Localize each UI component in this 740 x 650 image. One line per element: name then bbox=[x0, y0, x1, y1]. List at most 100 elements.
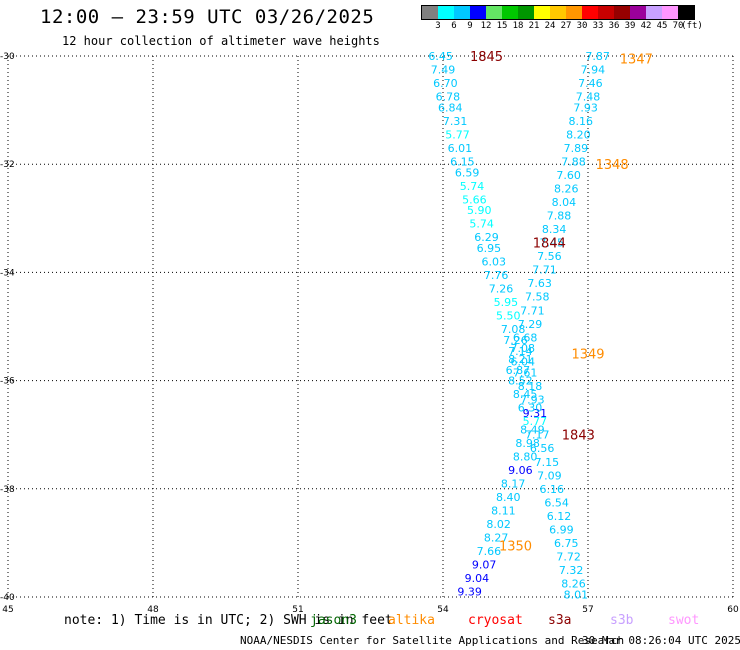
wave-height-value: 8.52 bbox=[508, 375, 533, 388]
lat-tick-label: -34 bbox=[0, 268, 15, 278]
pass-time-label: 1347 bbox=[620, 53, 653, 68]
wave-height-value: 7.63 bbox=[527, 277, 552, 290]
wave-height-value: 8.26 bbox=[554, 183, 579, 196]
lon-tick-label: 54 bbox=[437, 605, 449, 615]
wave-height-value: 7.15 bbox=[535, 456, 560, 469]
pass-time-label: 1348 bbox=[596, 158, 629, 173]
wave-height-value: 6.30 bbox=[518, 402, 543, 415]
wave-height-value: 8.40 bbox=[496, 491, 521, 504]
wave-height-value: 6.87 bbox=[506, 364, 531, 377]
lon-tick-label: 60 bbox=[727, 605, 739, 615]
wave-height-value: 7.26 bbox=[503, 334, 528, 347]
wave-height-value: 7.87 bbox=[585, 50, 610, 63]
color-swatch bbox=[582, 6, 598, 19]
color-scale-tick-label: 45 bbox=[656, 21, 668, 31]
lat-tick-label: -32 bbox=[0, 160, 15, 170]
page-title: 12:00 — 23:59 UTC 03/26/2025 bbox=[40, 6, 375, 28]
wave-height-value: 6.15 bbox=[450, 155, 475, 168]
wave-height-value: 5.50 bbox=[496, 310, 521, 323]
wave-height-value: 7.46 bbox=[578, 77, 603, 90]
wave-height-value: 7.09 bbox=[537, 469, 562, 482]
color-scale-tick-label: 9 bbox=[467, 21, 473, 31]
satellite-legend-item: altika bbox=[388, 613, 435, 628]
wave-height-value: 6.03 bbox=[482, 256, 507, 269]
wave-height-value: 8.34 bbox=[542, 223, 567, 236]
color-swatch bbox=[646, 6, 662, 19]
color-swatch bbox=[470, 6, 486, 19]
satellite-legend-item: s3a bbox=[548, 613, 572, 628]
satellite-legend-item: jason3 bbox=[310, 613, 357, 628]
wave-height-value: 7.71 bbox=[532, 264, 557, 277]
color-scale-bar bbox=[421, 5, 695, 20]
lat-tick-label: -30 bbox=[0, 52, 15, 62]
wave-height-value: 5.77 bbox=[445, 128, 470, 141]
wave-height-value: 6.01 bbox=[448, 142, 473, 155]
wave-height-value: 6.16 bbox=[540, 483, 565, 496]
wave-height-value: 5.95 bbox=[494, 296, 519, 309]
wave-height-value: 7.72 bbox=[556, 550, 581, 563]
satellite-legend-item: cryosat bbox=[468, 613, 523, 628]
wave-height-value: 7.88 bbox=[547, 210, 572, 223]
lon-tick-label: 51 bbox=[292, 605, 303, 615]
color-swatch bbox=[438, 6, 454, 19]
wave-height-value: 7.60 bbox=[556, 169, 581, 182]
wave-height-value: 7.14 bbox=[508, 345, 533, 358]
lat-tick-label: -36 bbox=[0, 377, 15, 387]
color-scale-tick-label: 30 bbox=[576, 21, 588, 31]
lon-tick-label: 57 bbox=[582, 605, 593, 615]
wave-height-value: 8.98 bbox=[515, 437, 540, 450]
wave-height-value: 7.93 bbox=[573, 101, 598, 114]
wave-height-value: 8.26 bbox=[561, 577, 586, 590]
wave-height-value: 6.59 bbox=[455, 166, 480, 179]
wave-height-value: 8.80 bbox=[513, 450, 538, 463]
color-scale-labels: 3 6 9 12 15 18 21 24 27 30 33 36 39 42 45 70 (ft) bbox=[421, 20, 703, 32]
color-scale-tick-label: 3 bbox=[435, 21, 441, 31]
wave-height-value: 7.49 bbox=[431, 64, 456, 77]
lon-tick-label: 45 bbox=[2, 605, 13, 615]
color-scale-tick-label: 21 bbox=[528, 21, 540, 31]
wave-height-value: 7.58 bbox=[525, 291, 550, 304]
color-swatch bbox=[566, 6, 582, 19]
color-swatch bbox=[518, 6, 534, 19]
wave-height-value: 7.32 bbox=[559, 564, 584, 577]
lat-tick-label: -38 bbox=[0, 485, 15, 495]
wave-height-value: 8.01 bbox=[564, 588, 589, 601]
color-swatch bbox=[422, 6, 438, 19]
wave-height-value: 7.26 bbox=[489, 283, 514, 296]
wave-height-value: 5.77 bbox=[523, 415, 548, 428]
color-scale-tick-label: 24 bbox=[544, 21, 556, 31]
wave-height-value: 8.02 bbox=[486, 518, 511, 531]
wave-height-value: 7.89 bbox=[564, 142, 589, 155]
wave-height-value: 7.88 bbox=[561, 155, 586, 168]
wave-height-value: 7.08 bbox=[501, 323, 526, 336]
wave-height-value: 6.12 bbox=[547, 510, 572, 523]
wave-height-value: 9.06 bbox=[508, 464, 533, 477]
wave-height-value: 7.94 bbox=[581, 64, 606, 77]
pass-time-label: 1845 bbox=[470, 50, 503, 65]
color-scale-tick-label: 42 bbox=[640, 21, 652, 31]
wave-height-value: 6.78 bbox=[436, 91, 461, 104]
color-swatch bbox=[630, 6, 646, 19]
wave-height-value: 7.76 bbox=[484, 269, 509, 282]
color-swatch bbox=[550, 6, 566, 19]
timestamp-text: 30 Mar 08:26:04 UTC 2025 bbox=[582, 634, 740, 647]
wave-height-value: 5.74 bbox=[460, 180, 485, 193]
color-scale-tick-label: 18 bbox=[512, 21, 524, 31]
page-subtitle: 12 hour collection of altimeter wave hei… bbox=[62, 34, 380, 48]
wave-height-value: 9.07 bbox=[472, 559, 497, 572]
wave-height-value: 7.17 bbox=[525, 429, 550, 442]
wave-height-value: 6.45 bbox=[428, 50, 453, 63]
color-scale-tick-label: 6 bbox=[451, 21, 457, 31]
pass-time-label: 1843 bbox=[562, 429, 595, 444]
wave-height-value: 5.74 bbox=[469, 218, 494, 231]
wave-height-value: 6.84 bbox=[438, 101, 463, 114]
wave-height-value: 7.66 bbox=[477, 545, 502, 558]
color-swatch bbox=[502, 6, 518, 19]
wave-height-value: 8.04 bbox=[552, 196, 577, 209]
wave-height-value: 6.99 bbox=[549, 523, 574, 536]
wave-height-value: 7.45 bbox=[540, 237, 565, 250]
wave-height-value: 6.75 bbox=[554, 537, 579, 550]
color-swatch bbox=[614, 6, 630, 19]
credit-text: NOAA/NESDIS Center for Satellite Applica… bbox=[240, 634, 625, 647]
